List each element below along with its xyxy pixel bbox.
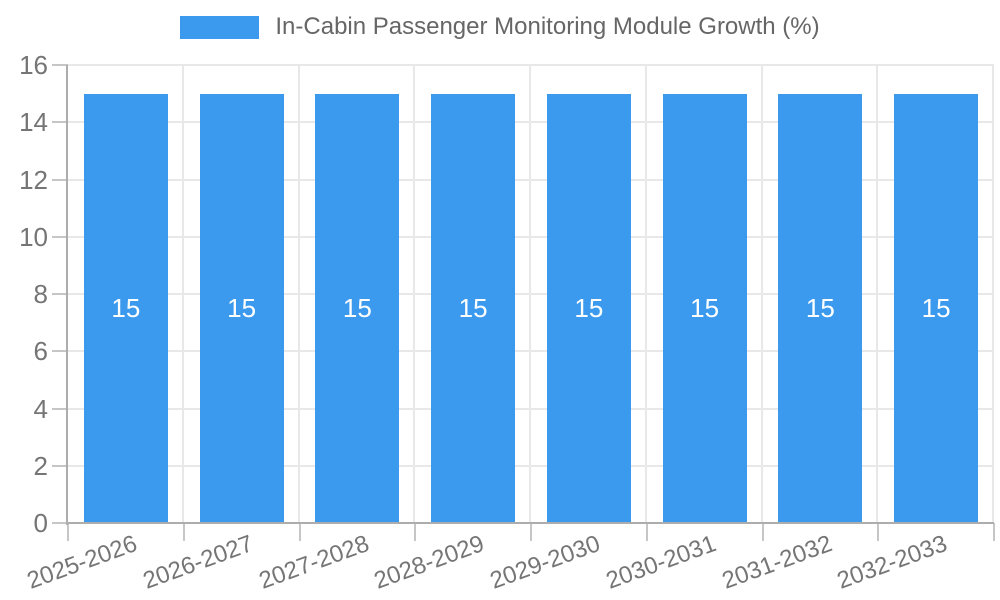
x-axis-tick bbox=[67, 523, 69, 541]
legend-swatch bbox=[180, 15, 260, 39]
y-axis-tick bbox=[52, 464, 68, 467]
bar-value-label: 15 bbox=[227, 293, 257, 324]
h-gridline bbox=[68, 350, 994, 353]
y-tick-label: 8 bbox=[33, 279, 48, 309]
x-axis-tick bbox=[414, 523, 417, 541]
y-tick-label: 12 bbox=[19, 164, 48, 195]
v-gridline bbox=[760, 65, 763, 523]
bar: 15 bbox=[431, 93, 516, 523]
x-tick-label: 2027-2028 bbox=[255, 530, 373, 595]
bar: 15 bbox=[199, 93, 284, 523]
y-axis-tick bbox=[52, 178, 68, 181]
v-gridline bbox=[181, 65, 184, 523]
bar-value-label: 15 bbox=[690, 293, 720, 324]
bar-value-label: 15 bbox=[921, 293, 951, 324]
y-tick-label: 0 bbox=[33, 508, 48, 538]
y-tick-label: 10 bbox=[19, 221, 48, 252]
legend-label: In-Cabin Passenger Monitoring Module Gro… bbox=[275, 13, 820, 40]
bar-value-label: 15 bbox=[458, 293, 488, 324]
y-axis-tick bbox=[52, 407, 68, 410]
x-tick-label: 2031-2032 bbox=[718, 530, 836, 595]
x-axis-tick bbox=[877, 523, 880, 541]
bar: 15 bbox=[894, 93, 979, 523]
h-gridline bbox=[68, 235, 994, 238]
x-tick-label: 2026-2027 bbox=[139, 530, 257, 595]
h-gridline bbox=[68, 407, 994, 410]
y-tick-label: 6 bbox=[33, 336, 48, 367]
v-gridline bbox=[644, 65, 647, 523]
bar: 15 bbox=[546, 93, 631, 523]
x-tick-label: 2029-2030 bbox=[486, 530, 604, 595]
y-axis-tick bbox=[52, 121, 68, 124]
v-gridline bbox=[413, 65, 416, 523]
h-gridline bbox=[68, 64, 994, 66]
plot-area: 15 15 15 15 15 15 15 15 bbox=[68, 64, 994, 523]
y-tick-label: 14 bbox=[19, 107, 48, 138]
h-gridline bbox=[68, 121, 994, 124]
v-gridline bbox=[992, 65, 994, 523]
x-axis-line bbox=[66, 522, 994, 524]
h-gridline bbox=[68, 178, 994, 181]
y-axis-tick bbox=[52, 350, 68, 353]
bar: 15 bbox=[83, 93, 168, 523]
h-gridline bbox=[68, 293, 994, 295]
x-axis-tick bbox=[761, 523, 764, 541]
v-gridline bbox=[529, 65, 531, 523]
x-tick-label: 2028-2029 bbox=[370, 530, 489, 595]
bar: 15 bbox=[315, 93, 400, 523]
x-axis-tick bbox=[645, 523, 648, 541]
bar: 15 bbox=[778, 93, 863, 523]
v-gridline bbox=[876, 65, 879, 523]
y-tick-label: 2 bbox=[33, 450, 48, 481]
y-tick-label: 4 bbox=[33, 393, 48, 424]
v-gridline bbox=[297, 65, 300, 523]
bar-value-label: 15 bbox=[111, 293, 141, 324]
bar-value-label: 15 bbox=[342, 293, 372, 324]
x-axis-tick bbox=[993, 523, 995, 541]
x-tick-label: 2030-2031 bbox=[602, 530, 720, 595]
bar: 15 bbox=[662, 93, 747, 523]
legend-item[interactable]: In-Cabin Passenger Monitoring Module Gro… bbox=[180, 13, 820, 40]
y-axis-tick bbox=[52, 64, 68, 66]
x-axis-tick bbox=[530, 523, 532, 541]
chart-legend: In-Cabin Passenger Monitoring Module Gro… bbox=[0, 13, 1000, 40]
y-axis-line bbox=[66, 65, 68, 525]
y-axis-tick bbox=[52, 522, 68, 524]
bar-value-label: 15 bbox=[805, 293, 835, 324]
h-gridline bbox=[68, 464, 994, 467]
x-axis-tick bbox=[182, 523, 185, 541]
x-tick-label: 2032-2033 bbox=[833, 530, 952, 595]
y-axis-tick bbox=[52, 293, 68, 295]
x-axis-tick bbox=[298, 523, 301, 541]
y-tick-label: 16 bbox=[19, 50, 48, 80]
bar-value-label: 15 bbox=[574, 293, 604, 324]
y-axis-tick bbox=[52, 235, 68, 238]
x-tick-label: 2025-2026 bbox=[23, 530, 141, 595]
